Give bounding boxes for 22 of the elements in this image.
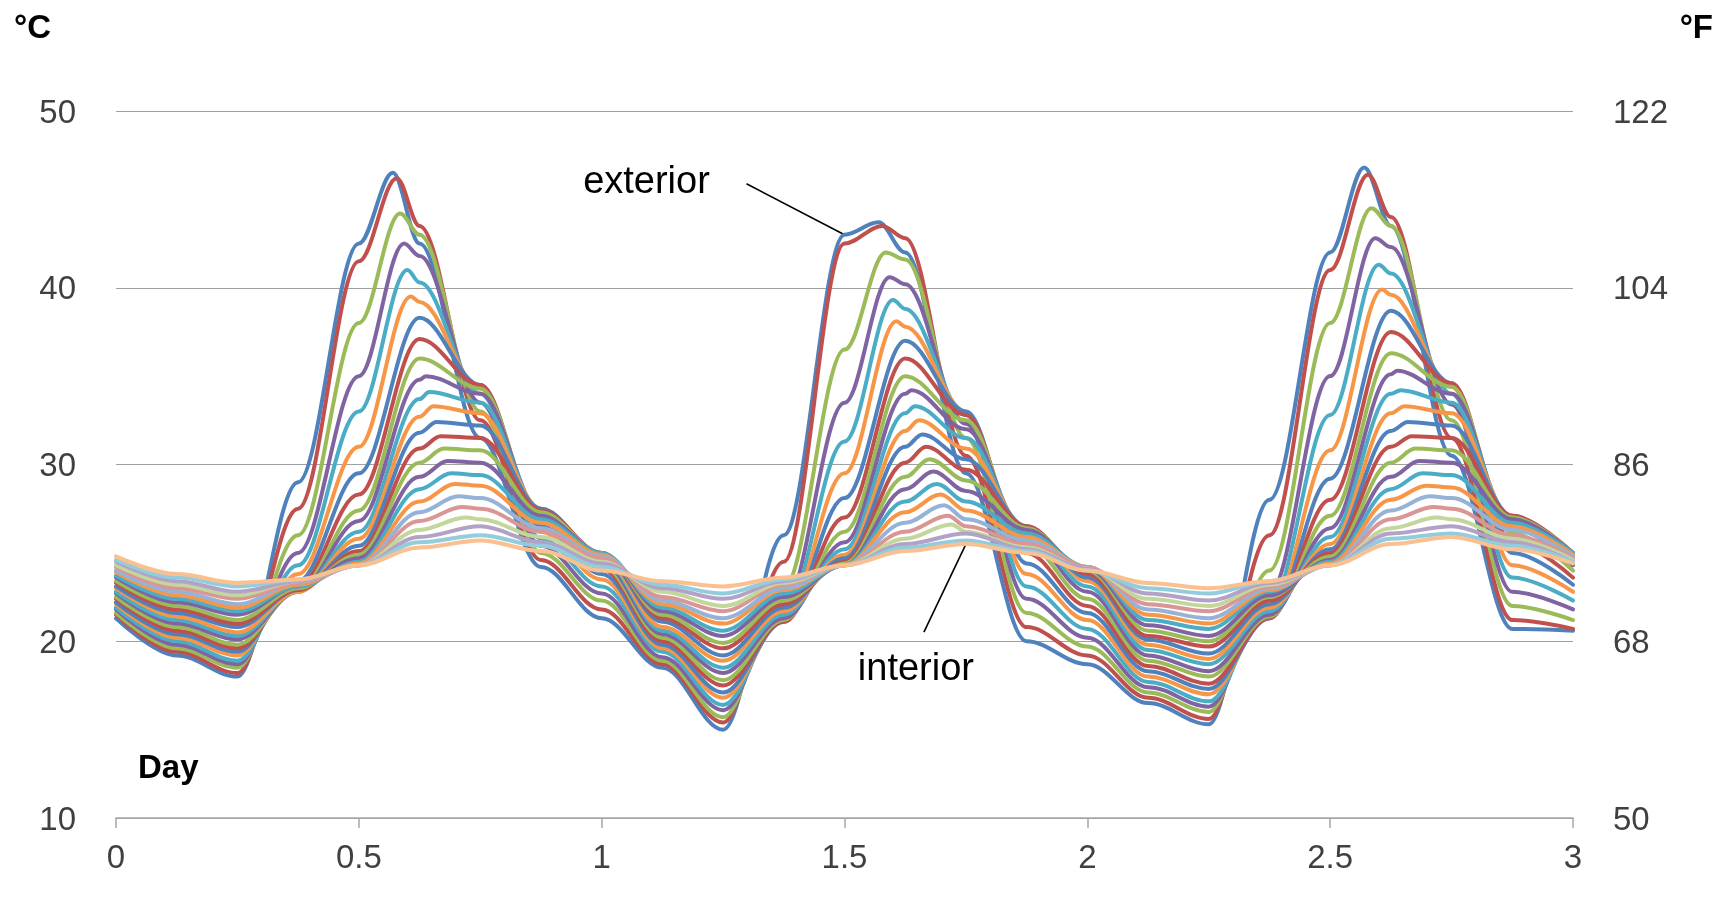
x-tick-label: 0 xyxy=(106,838,126,875)
x-tick-label: 1.5 xyxy=(821,838,868,875)
y-tick-label: 30 xyxy=(39,446,76,483)
x-tick-label: 2.5 xyxy=(1307,838,1354,875)
x-axis-title: Day xyxy=(138,748,200,785)
y2-tick-label: 104 xyxy=(1613,269,1669,307)
y2-tick-label: 86 xyxy=(1613,446,1650,483)
y2-axis-title: °F xyxy=(1679,8,1713,45)
annotation: interior xyxy=(857,646,975,689)
x-tick-label: 1 xyxy=(592,838,611,875)
x-tick-label: 3 xyxy=(1563,838,1583,875)
annotation: exterior xyxy=(583,158,711,201)
x-tick-label: 0.5 xyxy=(335,838,382,875)
y-tick-label: 10 xyxy=(39,799,76,837)
y2-tick-label: 122 xyxy=(1613,92,1669,130)
y2-tick-label: 68 xyxy=(1613,622,1650,660)
y-axis-title: °C xyxy=(14,8,52,45)
y2-tick-label: 50 xyxy=(1613,799,1650,837)
y-tick-label: 50 xyxy=(39,92,76,130)
y-tick-label: 20 xyxy=(39,622,76,660)
y-tick-label: 40 xyxy=(39,269,76,307)
x-tick-label: 2 xyxy=(1078,838,1097,875)
